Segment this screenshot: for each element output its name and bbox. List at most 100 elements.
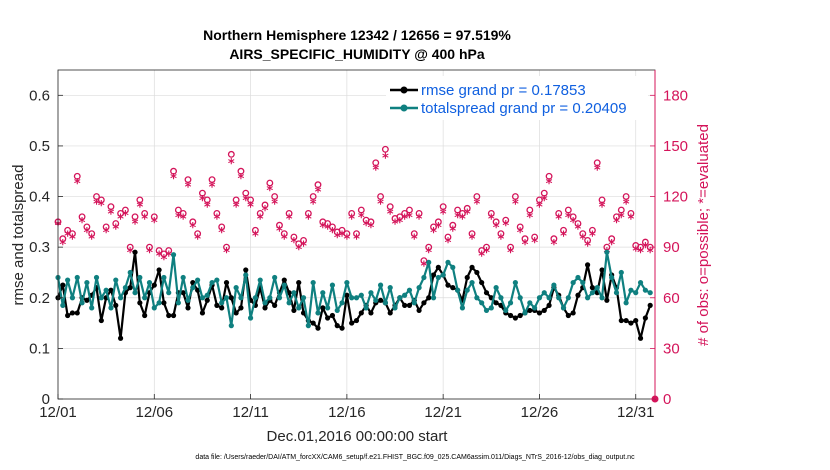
rmse-point bbox=[426, 295, 432, 301]
obs-possible-point bbox=[213, 209, 221, 217]
obs-possible-point bbox=[483, 243, 490, 251]
totalspread-point bbox=[151, 305, 157, 311]
totalspread-point bbox=[604, 249, 610, 255]
obs-possible-point bbox=[406, 206, 413, 214]
obs-possible-point bbox=[271, 193, 279, 200]
totalspread-point bbox=[339, 300, 345, 306]
rmse-point bbox=[469, 264, 475, 270]
obs-evaluated-point: * bbox=[194, 233, 201, 248]
y-axis-label: rmse and totalspread bbox=[10, 165, 27, 306]
obs-evaluated-point: * bbox=[108, 207, 115, 222]
rmse-point bbox=[517, 312, 523, 319]
rmse-point bbox=[170, 312, 177, 319]
totalspread-point bbox=[455, 287, 461, 293]
totalspread-point bbox=[233, 285, 239, 291]
totalspread-point bbox=[267, 295, 273, 301]
totalspread-point bbox=[296, 305, 302, 311]
obs-evaluated-point: * bbox=[98, 199, 105, 214]
obs-evaluated-point: * bbox=[420, 260, 427, 275]
rmse-point bbox=[647, 302, 653, 308]
obs-evaluated-point: * bbox=[348, 212, 355, 227]
totalspread-point bbox=[397, 295, 403, 301]
totalspread-point bbox=[546, 295, 552, 301]
rmse-point bbox=[113, 302, 119, 308]
totalspread-point bbox=[161, 274, 167, 281]
obs-possible-point bbox=[256, 209, 264, 217]
obs-evaluated-point: * bbox=[300, 239, 307, 254]
y2-tick-label: 60 bbox=[663, 290, 680, 307]
rmse-point bbox=[584, 262, 591, 268]
obs-possible-point bbox=[304, 209, 312, 217]
obs-evaluated-point: * bbox=[493, 221, 500, 236]
obs-possible-point bbox=[276, 221, 283, 229]
totalspread-point bbox=[122, 285, 129, 291]
totalspread-point bbox=[142, 295, 148, 301]
rmse-point bbox=[223, 279, 230, 286]
rmse-point bbox=[98, 317, 104, 324]
rmse-point bbox=[430, 272, 437, 278]
obs-evaluated-point: * bbox=[83, 226, 90, 241]
rmse-point bbox=[474, 269, 480, 276]
obs-evaluated-point: * bbox=[170, 172, 177, 187]
totalspread-point bbox=[190, 285, 196, 291]
obs-evaluated-point: * bbox=[334, 231, 341, 246]
obs-possible-point bbox=[155, 247, 163, 254]
obs-evaluated-point: * bbox=[88, 233, 95, 248]
obs-evaluated-point: * bbox=[445, 236, 452, 251]
obs-evaluated-point: * bbox=[189, 221, 196, 236]
obs-evaluated-point: * bbox=[411, 233, 418, 248]
rmse-point bbox=[228, 295, 234, 301]
obs-possible-point bbox=[560, 226, 567, 234]
totalspread-point bbox=[609, 274, 615, 281]
plot-area bbox=[58, 70, 655, 399]
totalspread-point bbox=[628, 287, 634, 293]
obs-possible-point bbox=[439, 203, 447, 211]
obs-possible-point bbox=[434, 218, 442, 226]
obs-possible-point bbox=[73, 172, 81, 180]
obs-possible-point bbox=[170, 167, 177, 175]
obs-possible-point bbox=[415, 209, 423, 217]
totalspread-point bbox=[170, 252, 177, 258]
obs-possible-point bbox=[121, 206, 129, 214]
obs-possible-point bbox=[458, 209, 466, 217]
y2-tick-label: 0 bbox=[663, 391, 671, 408]
totalspread-point bbox=[426, 259, 432, 265]
rmse-point bbox=[618, 317, 624, 324]
obs-possible-point bbox=[338, 226, 346, 234]
obs-evaluated-point: * bbox=[156, 250, 163, 265]
rmse-point bbox=[166, 312, 172, 319]
obs-evaluated-point: * bbox=[425, 246, 432, 261]
obs-possible-point bbox=[218, 223, 226, 231]
totalspread-point bbox=[421, 274, 427, 281]
obs-possible-point bbox=[126, 243, 134, 251]
totalspread-point bbox=[262, 300, 268, 306]
obs-possible-point bbox=[247, 196, 255, 204]
obs-possible-point bbox=[227, 150, 235, 158]
obs-possible-point bbox=[295, 240, 303, 248]
rmse-point bbox=[387, 310, 393, 316]
obs-possible-point bbox=[377, 193, 385, 200]
totalspread-point bbox=[137, 274, 143, 281]
obs-possible-point bbox=[237, 167, 245, 175]
obs-possible-point bbox=[478, 247, 486, 254]
obs-possible-point bbox=[545, 172, 553, 180]
rmse-point bbox=[445, 282, 451, 288]
obs-evaluated-point: * bbox=[488, 212, 495, 227]
y2-tick-label: 90 bbox=[663, 239, 680, 256]
rmse-point bbox=[464, 274, 470, 281]
obs-possible-point bbox=[97, 196, 105, 204]
obs-evaluated-point: * bbox=[74, 177, 81, 192]
obs-possible-point bbox=[463, 204, 471, 212]
rmse-point bbox=[493, 300, 499, 306]
totalspread-point bbox=[257, 277, 263, 283]
rmse-point bbox=[377, 297, 384, 303]
rmse-point bbox=[628, 320, 634, 326]
obs-evaluated-point: * bbox=[117, 212, 124, 227]
obs-possible-point bbox=[68, 230, 76, 238]
rmse-point bbox=[180, 290, 186, 296]
obs-possible-point bbox=[588, 226, 596, 234]
obs-possible-point bbox=[102, 223, 110, 231]
obs-possible-point bbox=[242, 189, 250, 197]
obs-possible-point bbox=[198, 189, 206, 197]
totalspread-point bbox=[252, 295, 258, 301]
